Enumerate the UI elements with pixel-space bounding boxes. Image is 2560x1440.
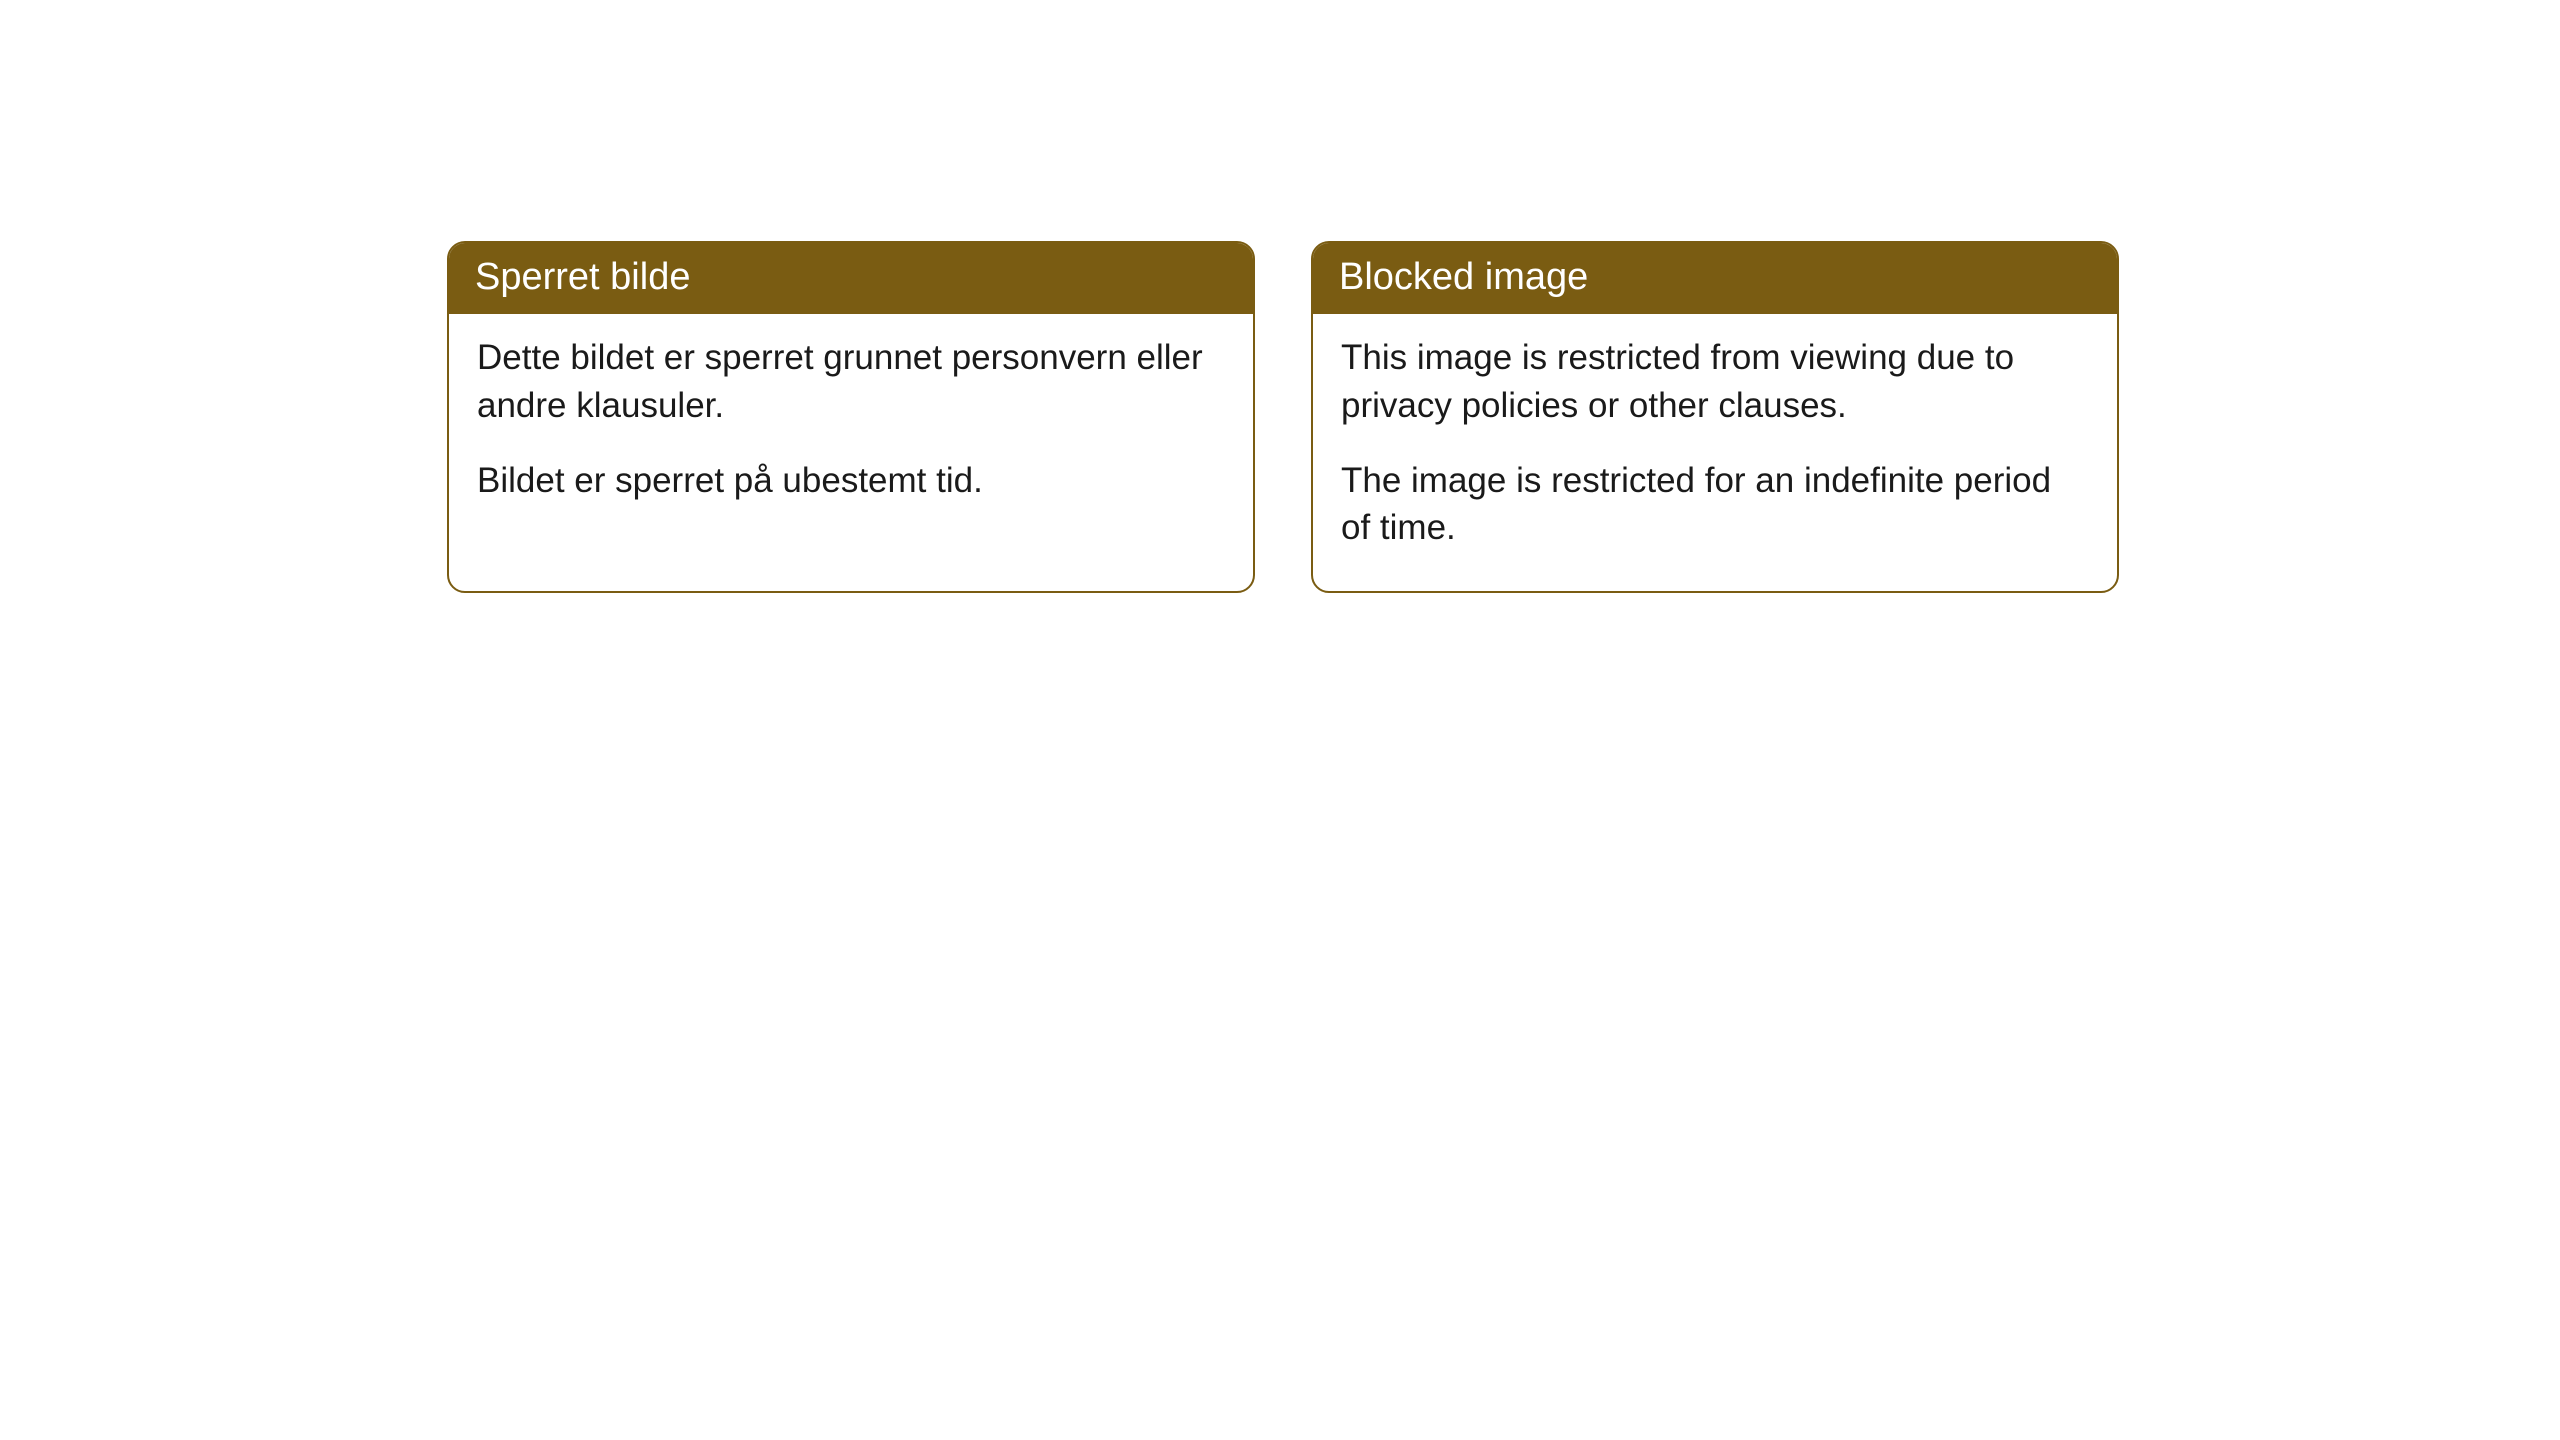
notice-card-norwegian: Sperret bilde Dette bildet er sperret gr… bbox=[447, 241, 1255, 593]
card-paragraph: Bildet er sperret på ubestemt tid. bbox=[477, 457, 1225, 504]
card-header: Sperret bilde bbox=[449, 243, 1253, 314]
card-body: Dette bildet er sperret grunnet personve… bbox=[449, 314, 1253, 544]
card-paragraph: The image is restricted for an indefinit… bbox=[1341, 457, 2089, 552]
card-paragraph: This image is restricted from viewing du… bbox=[1341, 334, 2089, 429]
card-header: Blocked image bbox=[1313, 243, 2117, 314]
card-body: This image is restricted from viewing du… bbox=[1313, 314, 2117, 591]
notice-cards-container: Sperret bilde Dette bildet er sperret gr… bbox=[447, 241, 2119, 593]
card-title: Sperret bilde bbox=[475, 256, 690, 298]
card-title: Blocked image bbox=[1339, 256, 1588, 298]
card-paragraph: Dette bildet er sperret grunnet personve… bbox=[477, 334, 1225, 429]
notice-card-english: Blocked image This image is restricted f… bbox=[1311, 241, 2119, 593]
